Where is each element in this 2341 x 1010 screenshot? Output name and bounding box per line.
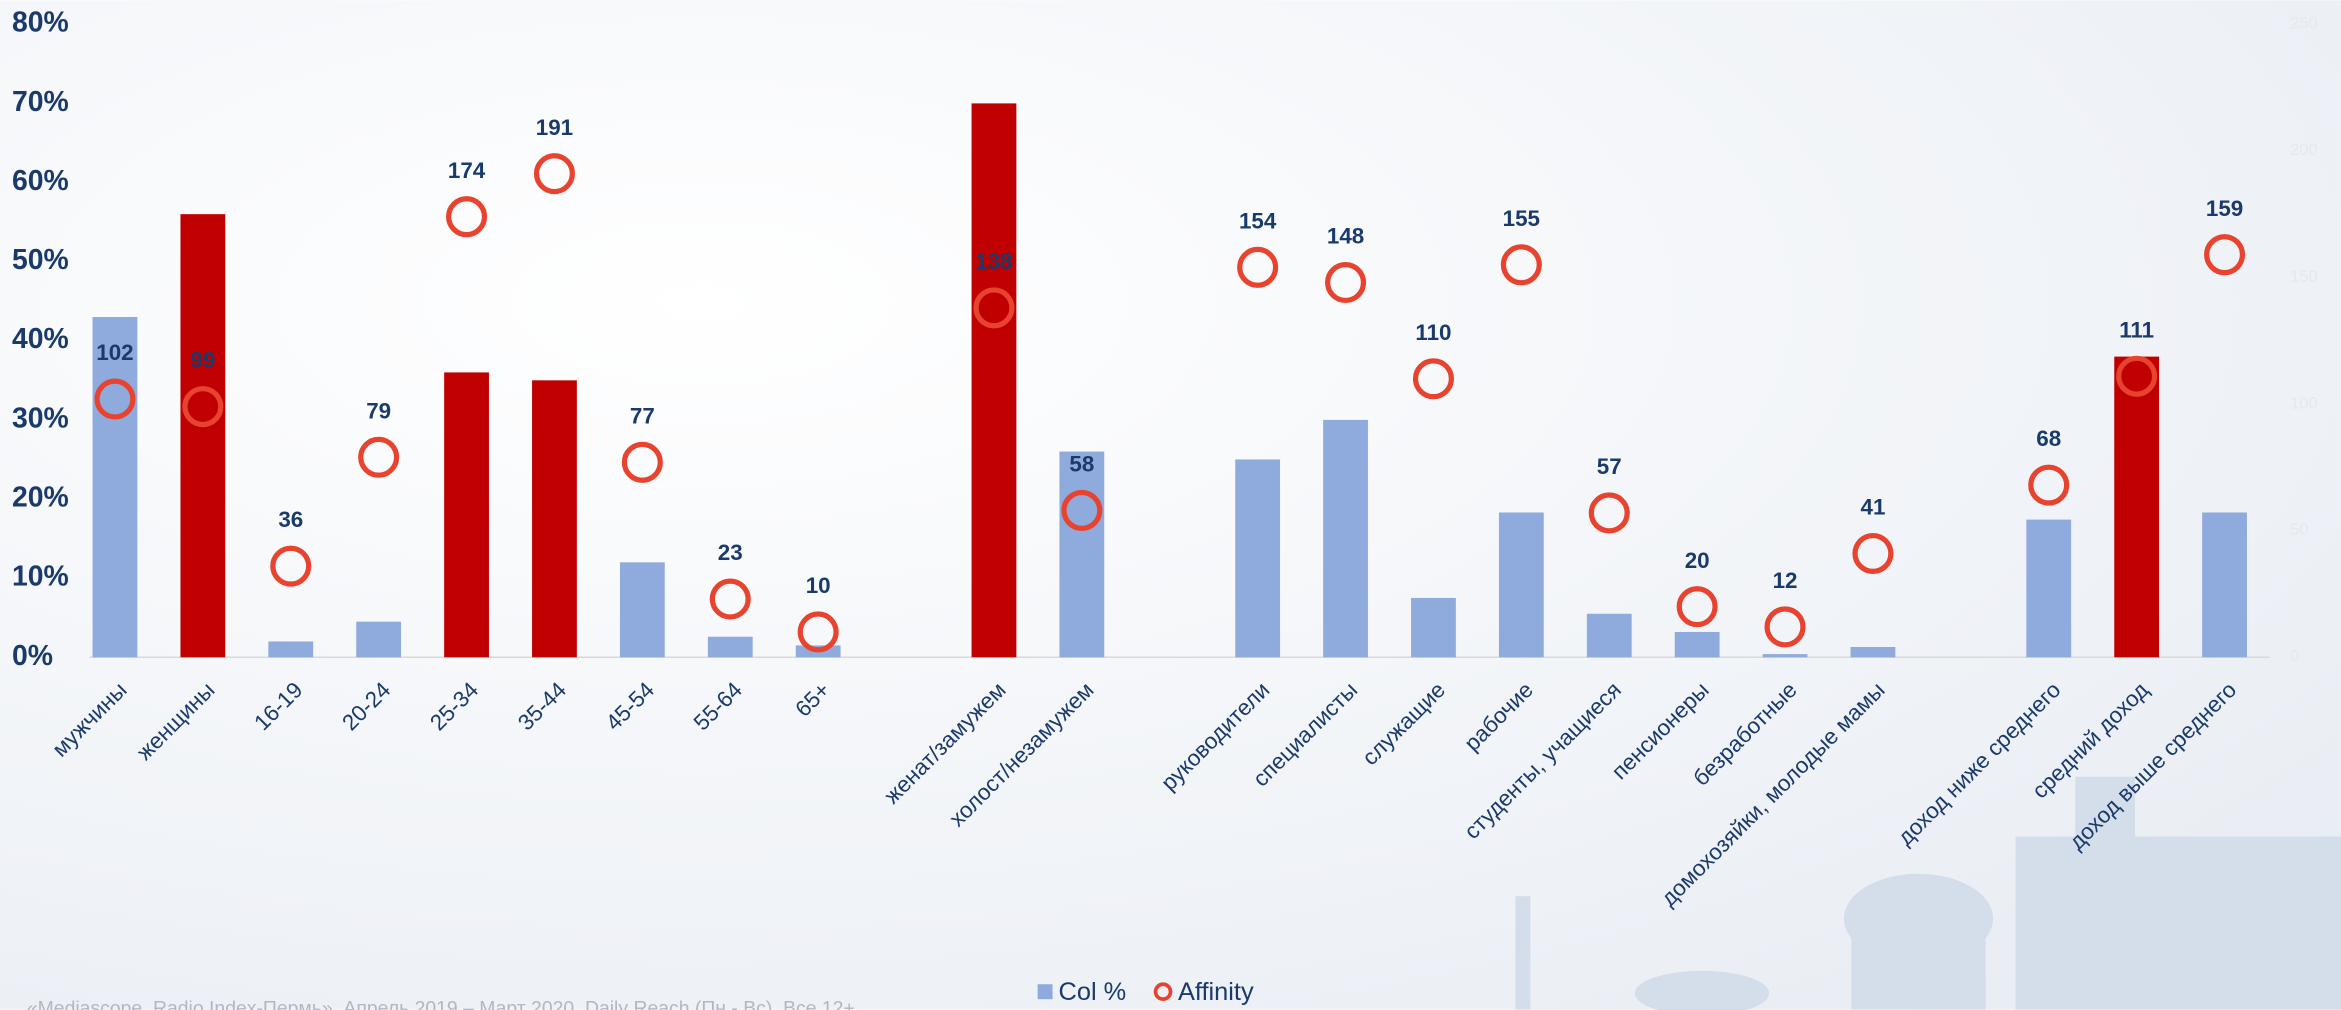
y2-tick-label: 250 xyxy=(2290,15,2317,33)
affinity-marker xyxy=(94,378,136,420)
bar xyxy=(180,214,226,658)
y2-tick-label: 150 xyxy=(2290,268,2317,286)
affinity-marker xyxy=(446,196,488,238)
bar xyxy=(92,317,138,658)
affinity-marker xyxy=(2116,355,2158,397)
affinity-marker xyxy=(2028,464,2070,506)
affinity-marker xyxy=(1764,606,1806,648)
legend-swatch xyxy=(1037,984,1053,1000)
footnote: «Mediascope. Radio Index-Пермь», Апрель … xyxy=(27,998,855,1010)
bar xyxy=(268,641,314,658)
data-label: 154 xyxy=(1239,208,1277,233)
data-label: 155 xyxy=(1503,206,1540,231)
data-label: 20 xyxy=(1685,548,1710,573)
data-label: 148 xyxy=(1327,224,1364,249)
affinity-marker xyxy=(358,436,400,478)
bar xyxy=(971,103,1017,658)
city-silhouette xyxy=(1515,776,2341,1010)
data-label: 36 xyxy=(278,507,303,532)
affinity-marker xyxy=(2204,234,2246,276)
data-label: 57 xyxy=(1597,454,1622,479)
affinity-marker xyxy=(270,545,312,587)
data-label: 159 xyxy=(2206,196,2243,221)
bar xyxy=(444,372,489,658)
data-label: 68 xyxy=(2036,426,2061,451)
bar xyxy=(356,621,402,658)
affinity-marker xyxy=(621,441,663,483)
y-tick-label: 10% xyxy=(12,561,69,593)
bar xyxy=(1323,419,1368,658)
data-label: 12 xyxy=(1773,568,1798,593)
bar xyxy=(2202,512,2247,658)
affinity-marker xyxy=(973,287,1015,329)
bar xyxy=(1586,613,1632,658)
bar xyxy=(1674,631,1720,658)
bar xyxy=(707,636,753,658)
affinity-marker xyxy=(709,578,751,620)
data-label: 10 xyxy=(806,573,831,598)
bar xyxy=(1059,451,1105,658)
bar xyxy=(532,380,577,658)
bar xyxy=(619,562,665,658)
affinity-marker xyxy=(1237,246,1279,288)
y-tick-label: 0% xyxy=(12,640,53,672)
data-label: 23 xyxy=(718,540,743,565)
data-label: 138 xyxy=(975,249,1012,274)
data-label: 111 xyxy=(2119,317,2154,342)
legend-label: Affinity xyxy=(1178,978,1254,1006)
affinity-marker xyxy=(1412,358,1454,400)
y2-tick-label: 100 xyxy=(2290,394,2317,412)
y-tick-label: 40% xyxy=(12,323,69,355)
data-label: 79 xyxy=(366,398,391,423)
affinity-marker xyxy=(533,153,575,195)
data-label: 110 xyxy=(1415,320,1451,345)
y2-tick-label: 0 xyxy=(2290,648,2299,666)
data-label: 191 xyxy=(536,115,573,140)
data-label: 102 xyxy=(96,340,133,365)
affinity-marker xyxy=(797,611,839,653)
legend-swatch xyxy=(1153,982,1173,1002)
bar xyxy=(1235,459,1281,658)
legend-label: Col % xyxy=(1059,978,1127,1006)
y2-tick-label: 200 xyxy=(2290,141,2317,159)
y-tick-label: 20% xyxy=(12,482,69,514)
affinity-marker xyxy=(1588,492,1630,534)
data-label: 99 xyxy=(190,348,215,373)
data-label: 174 xyxy=(448,158,486,183)
affinity-marker xyxy=(1325,262,1367,304)
y-tick-label: 30% xyxy=(12,402,69,434)
y-tick-label: 80% xyxy=(12,7,69,39)
data-label: 41 xyxy=(1861,495,1886,520)
bar xyxy=(2026,519,2072,658)
bar xyxy=(1498,512,1544,658)
affinity-marker xyxy=(182,386,224,428)
bar xyxy=(1850,646,1896,658)
affinity-marker xyxy=(1500,244,1542,286)
bar xyxy=(1411,597,1456,658)
data-label: 58 xyxy=(1069,452,1094,477)
y-tick-label: 50% xyxy=(12,244,69,276)
y-tick-label: 70% xyxy=(12,86,69,118)
y2-tick-label: 50 xyxy=(2290,521,2308,539)
bar xyxy=(2114,356,2160,658)
y-tick-label: 60% xyxy=(12,165,69,197)
data-label: 77 xyxy=(630,403,655,428)
bar xyxy=(1762,654,1808,658)
affinity-marker xyxy=(1061,489,1103,531)
affinity-marker xyxy=(1852,532,1894,574)
affinity-marker xyxy=(1676,586,1718,628)
